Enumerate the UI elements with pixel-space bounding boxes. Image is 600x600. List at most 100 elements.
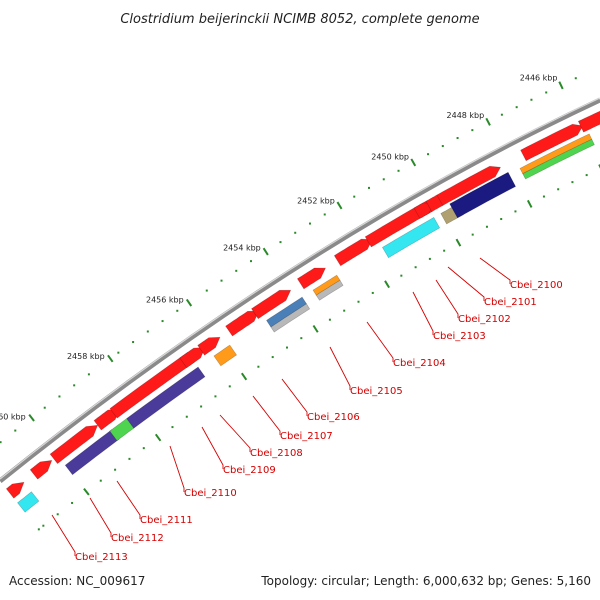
gene-label-cbei-2108: Cbei_2108 (250, 448, 303, 459)
leader-line (201, 426, 224, 469)
cog-block-navy (449, 171, 517, 219)
inner-minor-tick (542, 195, 545, 198)
scale-label: 2454 kbp (223, 243, 261, 252)
major-tick (410, 158, 417, 167)
gene-label-cbei-2109: Cbei_2109 (223, 465, 276, 476)
inner-minor-tick (328, 318, 331, 321)
scale-label: 2460 kbp (0, 412, 26, 421)
minor-tick (205, 289, 208, 292)
inner-minor-tick (343, 309, 346, 312)
gene-label-cbei-2103: Cbei_2103 (433, 331, 486, 342)
leader-line (281, 378, 308, 416)
leader-line (116, 480, 141, 519)
leader-line (366, 321, 394, 362)
inner-major-tick (526, 199, 533, 208)
gene-label-cbei-2105: Cbei_2105 (350, 386, 403, 397)
scale-label: 2456 kbp (146, 295, 184, 304)
cog-block-cyan (381, 216, 441, 259)
minor-tick (427, 153, 430, 156)
inner-minor-tick (142, 447, 145, 450)
leader-line (51, 514, 76, 556)
minor-tick (323, 213, 326, 216)
gene-label-cbei-2104: Cbei_2104 (393, 358, 446, 369)
inner-minor-tick (514, 210, 517, 213)
genome-backbone (0, 97, 600, 483)
minor-tick (146, 330, 149, 333)
minor-tick (161, 320, 164, 323)
major-tick (107, 354, 114, 363)
minor-tick (397, 169, 400, 172)
cog-block-purple (64, 429, 120, 476)
scale-label: 2450 kbp (371, 152, 409, 161)
inner-minor-tick (286, 346, 289, 349)
accession-text: Accession: NC_009617 (9, 574, 145, 588)
inner-minor-tick (471, 233, 474, 236)
gene-features (5, 110, 600, 513)
minor-tick (456, 137, 459, 140)
gene-label-cbei-2112: Cbei_2112 (111, 533, 164, 544)
cds-arrow (225, 310, 260, 337)
minor-tick (471, 129, 474, 132)
inner-minor-tick (485, 225, 488, 228)
genome-summary-text: Topology: circular; Length: 6,000,632 bp… (260, 574, 591, 588)
scale-label: 2458 kbp (67, 352, 105, 361)
minor-tick (441, 145, 444, 148)
inner-minor-tick (428, 257, 431, 260)
major-tick (485, 117, 491, 126)
minor-tick (58, 395, 61, 398)
inner-minor-tick (443, 249, 446, 252)
inner-major-tick (83, 487, 90, 496)
cog-block-gray (270, 303, 311, 333)
minor-tick (220, 279, 223, 282)
minor-tick (382, 178, 385, 181)
inner-major-tick (240, 372, 248, 381)
minor-tick (545, 91, 548, 94)
inner-major-tick (455, 238, 462, 247)
inner-minor-tick (37, 528, 40, 531)
cds-arrow (436, 165, 501, 206)
inner-minor-tick (571, 181, 574, 184)
inner-major-tick (154, 433, 162, 442)
cog-block-cyan (17, 491, 40, 513)
inner-major-tick (312, 324, 319, 333)
genome-backbone-highlight (0, 97, 600, 480)
label-leaders (51, 257, 511, 556)
inner-minor-tick (42, 524, 45, 527)
leader-line (435, 279, 459, 318)
inner-minor-tick (500, 218, 503, 221)
inner-minor-tick (400, 274, 403, 277)
leader-line (169, 445, 185, 492)
leader-line (219, 414, 251, 452)
minor-tick (353, 195, 356, 198)
leader-line (89, 497, 112, 537)
leader-line (252, 395, 281, 435)
inner-minor-tick (200, 405, 203, 408)
cds-arrow (577, 110, 600, 133)
cog-block-orange (213, 344, 238, 367)
inner-minor-tick (357, 300, 360, 303)
inner-minor-tick (585, 174, 588, 177)
minor-tick (176, 309, 179, 312)
inner-minor-tick (371, 291, 374, 294)
inner-major-tick (384, 280, 390, 289)
inner-minor-tick (257, 365, 260, 368)
major-tick (185, 298, 193, 307)
scale-label: 2446 kbp (520, 74, 558, 83)
minor-tick (117, 351, 120, 354)
scale-labels: 2446 kbp 2448 kbp 2450 kbp 2452 kbp 2454 kbp… (0, 74, 557, 422)
minor-tick (530, 98, 533, 101)
minor-tick (574, 77, 577, 80)
minor-tick (87, 373, 90, 376)
minor-tick (43, 406, 46, 409)
cds-arrow (179, 347, 206, 369)
gene-label-cbei-2107: Cbei_2107 (280, 431, 333, 442)
inner-minor-tick (414, 266, 417, 269)
inner-minor-tick (214, 395, 217, 398)
inner-minor-tick (128, 457, 131, 460)
map-title: Clostridium beijerinckii NCIMB 8052, com… (120, 12, 479, 27)
minor-tick (279, 241, 282, 244)
gene-label-cbei-2102: Cbei_2102 (458, 314, 511, 325)
cds-arrow (5, 481, 25, 499)
gene-label-cbei-2110: Cbei_2110 (184, 488, 237, 499)
inner-minor-tick (300, 337, 303, 340)
